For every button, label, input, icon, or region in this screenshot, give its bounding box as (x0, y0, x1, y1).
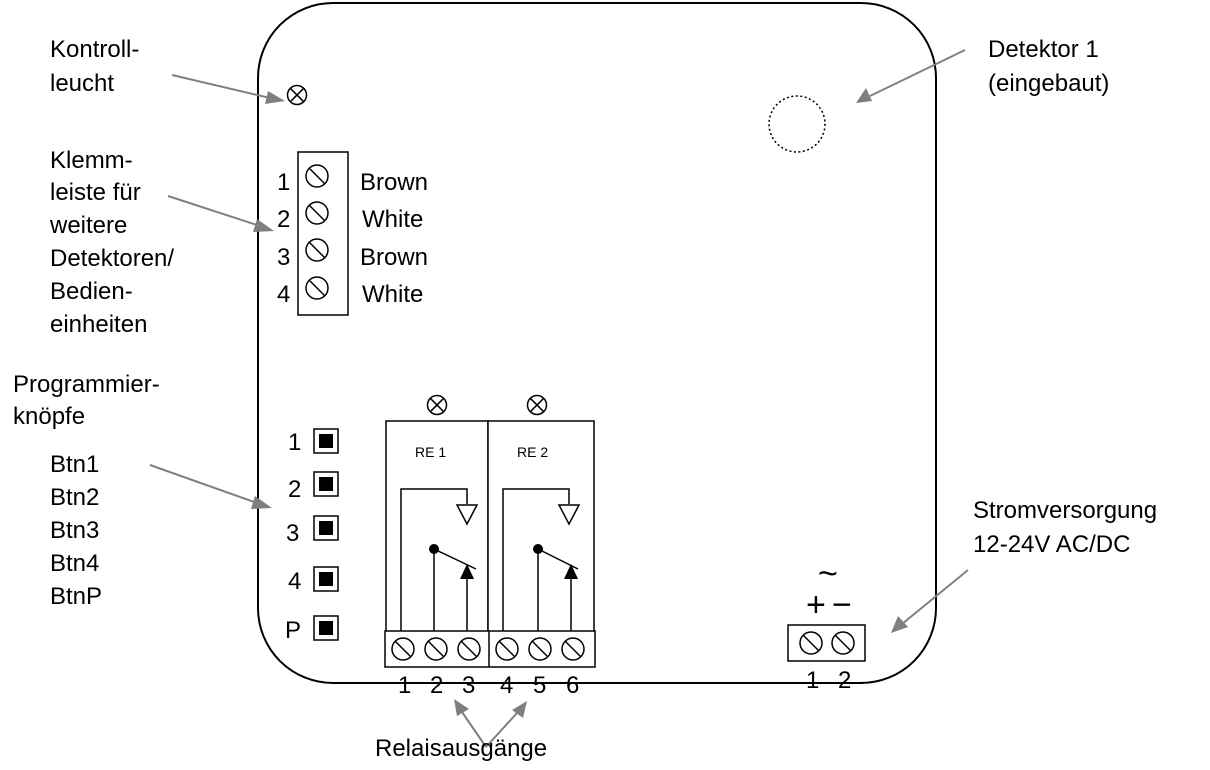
screw-terminal-icon (305, 201, 329, 225)
relay-terminal-number: 1 (398, 672, 411, 699)
relay-terminal-number: 5 (533, 672, 546, 699)
programming-buttons-callout: Programmier- knöpfe (13, 371, 166, 430)
detector-callout: Detektor 1 (eingebaut) (988, 36, 1109, 97)
screw-terminal-icon (391, 637, 415, 661)
screw-terminal-icon (305, 164, 329, 188)
minus-symbol: − (832, 586, 852, 624)
relay-terminal-number: 6 (566, 672, 579, 699)
screw-terminal-icon (424, 637, 448, 661)
terminal-number: 4 (277, 281, 290, 308)
relay-terminal-number: 3 (462, 672, 475, 699)
button-number: 1 (288, 429, 301, 456)
screw-terminal-icon (561, 637, 585, 661)
terminal-number: 1 (277, 169, 290, 196)
relay-modules: RE 1 RE 2 1 2 3 4 5 6 (384, 394, 596, 699)
power-terminal: + ~ − 1 2 (787, 555, 866, 694)
programming-button[interactable] (313, 615, 339, 641)
terminal-number: 2 (277, 206, 290, 233)
programming-button[interactable] (313, 515, 339, 541)
programming-button[interactable] (313, 471, 339, 497)
button-number: 2 (288, 476, 301, 503)
screw-terminal-icon (528, 637, 552, 661)
ac-symbol: ~ (818, 555, 838, 593)
wire-color-label: Brown (360, 244, 428, 271)
screw-terminal-icon (495, 637, 519, 661)
power-terminal-number: 1 (806, 667, 819, 694)
relay-indicator-icon (526, 394, 548, 416)
button-number: 4 (288, 568, 301, 595)
detector-icon (768, 95, 826, 153)
plus-symbol: + (806, 586, 826, 624)
relay-terminal-number: 2 (430, 672, 443, 699)
programming-button[interactable] (313, 566, 339, 592)
button-number: P (285, 617, 301, 644)
screw-terminal-icon (457, 637, 481, 661)
relay-label: RE 2 (517, 444, 548, 460)
programming-button[interactable] (313, 428, 339, 454)
wire-color-label: Brown (360, 169, 428, 196)
relay-label: RE 1 (415, 444, 446, 460)
power-supply-callout: Stromversorgung 12-24V AC/DC (973, 497, 1164, 558)
relay-terminal-number: 4 (500, 672, 513, 699)
screw-terminal-icon (305, 276, 329, 300)
wire-color-label: White (362, 281, 423, 308)
screw-terminal-icon (799, 631, 823, 655)
power-terminal-number: 2 (838, 667, 851, 694)
button-list-callout: Btn1 Btn2 Btn3 Btn4 BtnP (50, 451, 106, 610)
screw-terminal-icon (831, 631, 855, 655)
relay-outputs-callout: Relaisausgänge (375, 735, 547, 762)
relay-indicator-icon (426, 394, 448, 416)
screw-terminal-icon (305, 238, 329, 262)
button-number: 3 (286, 520, 299, 547)
terminal-number: 3 (277, 244, 290, 271)
terminal-strip-callout: Klemm- leiste für weitere Detektoren/ Be… (49, 147, 181, 338)
wire-color-label: White (362, 206, 423, 233)
indicator-light-callout: Kontroll- leucht (50, 36, 146, 97)
indicator-light-icon (286, 84, 308, 106)
callout-arrows (149, 49, 969, 748)
terminal-block: 1 2 3 4 Brown White Brown White (277, 151, 428, 316)
programming-buttons: 1 2 3 4 P (285, 428, 339, 644)
